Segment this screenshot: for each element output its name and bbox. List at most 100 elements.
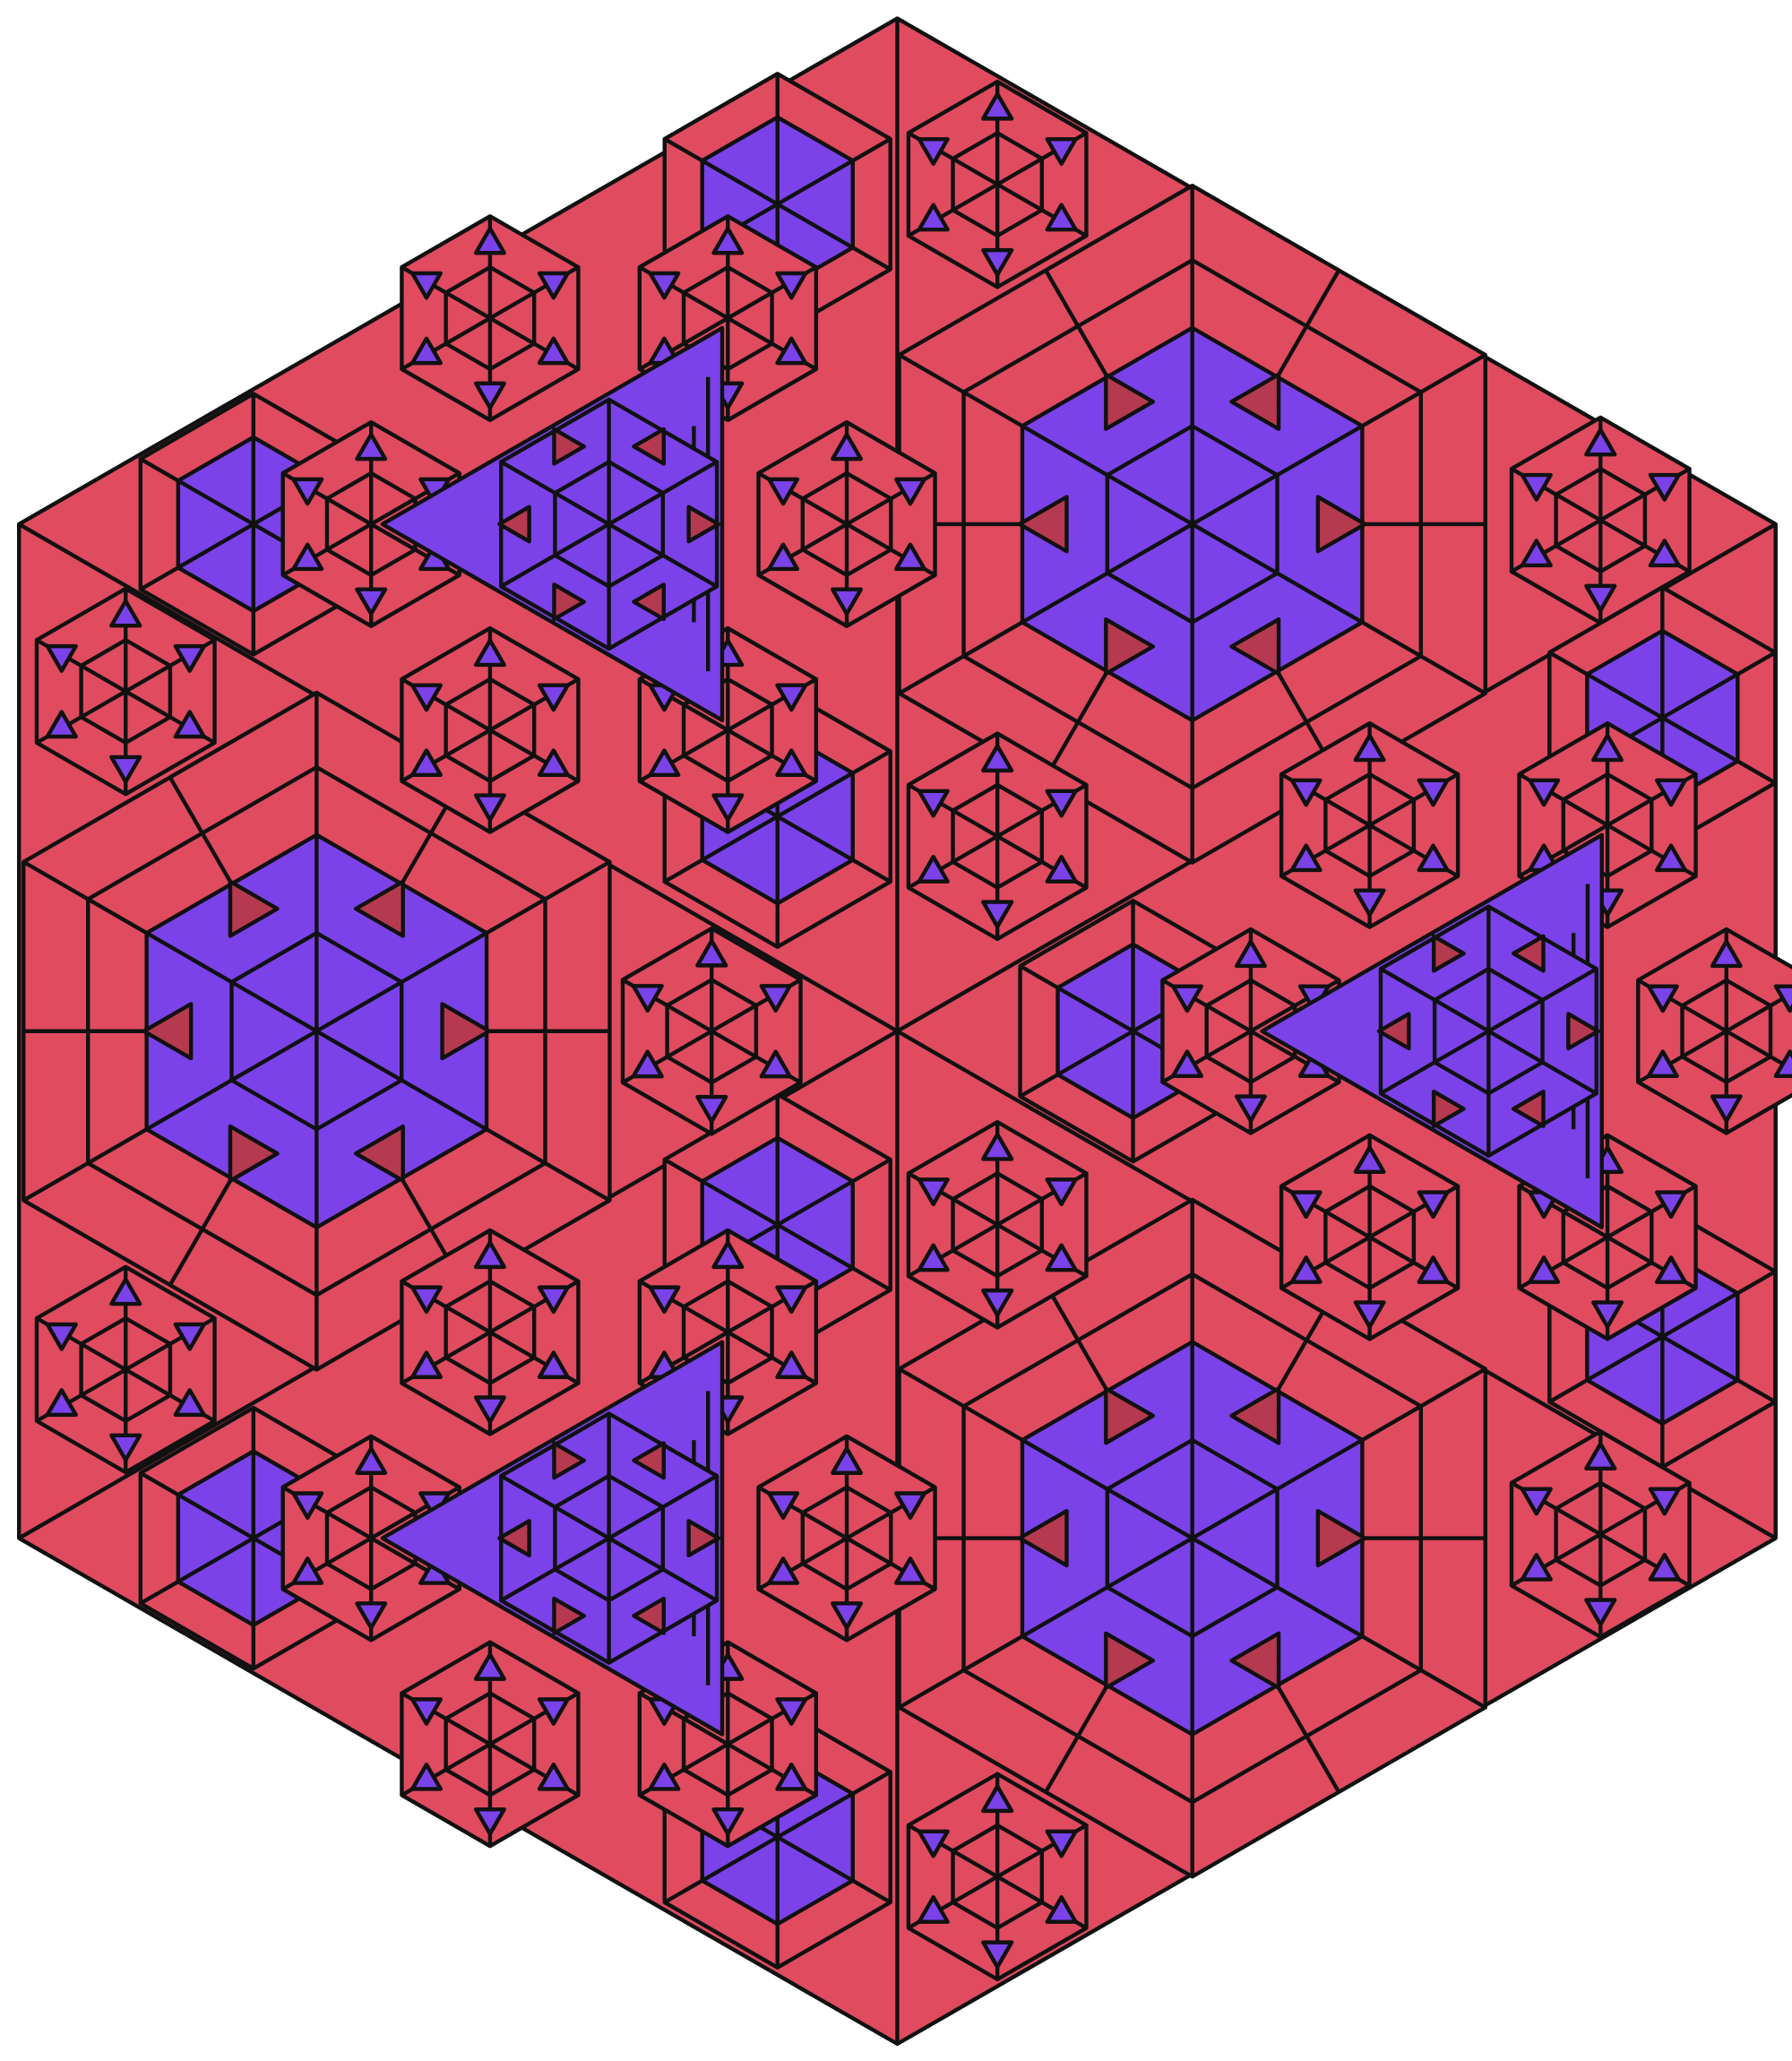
- core-triangle: [632, 582, 666, 622]
- frame-spoke: [1361, 1634, 1486, 1710]
- cluster-triangle: [831, 1446, 864, 1475]
- cluster-triangle: [981, 744, 1014, 773]
- core-inner-hex: [229, 930, 404, 1132]
- hex-frame-spoke: [663, 1878, 703, 1904]
- hex-frame-spoke: [663, 137, 703, 163]
- frame-spoke: [22, 859, 148, 936]
- cluster-triangle: [648, 1285, 681, 1315]
- cluster-triangle: [1353, 733, 1386, 763]
- cluster-triangle: [473, 638, 506, 668]
- core-triangle: [228, 879, 280, 938]
- cluster-triangle: [1773, 984, 1792, 1013]
- cluster-triangle: [767, 1491, 800, 1521]
- cluster-triangle: [1528, 778, 1561, 807]
- cluster-triangle: [537, 336, 570, 366]
- cluster-triangle: [1417, 778, 1450, 807]
- hex-frame-spoke: [1736, 651, 1777, 677]
- cluster-triangle: [1171, 984, 1203, 1013]
- cluster-triangle: [631, 1049, 664, 1079]
- cluster-triangle: [410, 1350, 443, 1379]
- frame-spoke: [1361, 620, 1486, 695]
- cluster-triangle: [775, 1762, 808, 1791]
- frame-spoke: [485, 1127, 611, 1203]
- cluster-triangle: [1584, 1442, 1617, 1470]
- hex-frame-spoke: [139, 565, 179, 591]
- cluster-triangle: [981, 900, 1014, 929]
- cluster-triangle: [291, 542, 324, 572]
- frame-spoke: [898, 620, 1024, 695]
- hex-frame-spoke: [1019, 964, 1059, 990]
- hex-frame-spoke: [663, 1158, 703, 1184]
- cluster-triangle: [173, 710, 206, 739]
- cluster-triangle: [410, 336, 443, 366]
- cluster-triangle: [1353, 888, 1386, 918]
- cluster-triangle: [695, 938, 728, 968]
- core-triangle: [1431, 934, 1466, 973]
- core-triangle: [497, 504, 531, 544]
- cluster-triangle: [893, 542, 926, 572]
- cluster-triangle: [291, 1557, 324, 1585]
- cluster-triangle: [981, 247, 1014, 277]
- core-triangle: [440, 1002, 492, 1061]
- hex-frame-spoke: [851, 246, 892, 272]
- cluster-triangle: [767, 477, 800, 506]
- cluster-triangle: [109, 755, 142, 784]
- core-inner-hex: [1105, 1437, 1279, 1639]
- cluster-triangle: [775, 1285, 808, 1315]
- cluster-triangle: [917, 854, 950, 884]
- cluster-triangle: [410, 271, 443, 300]
- frame-spoke: [898, 1634, 1024, 1710]
- core-triangle: [552, 1596, 587, 1635]
- cluster-triangle: [1045, 1243, 1078, 1272]
- cluster-triangle: [775, 748, 808, 778]
- cluster-triangle: [355, 432, 388, 461]
- hex-frame-spoke: [1548, 1378, 1589, 1404]
- cluster-triangle: [473, 1652, 506, 1681]
- core-triangle: [632, 1441, 666, 1480]
- hex-frame-spoke: [851, 1158, 892, 1184]
- frame-spoke: [1044, 1283, 1109, 1393]
- cluster-triangle: [695, 1094, 728, 1124]
- frame-spoke: [1044, 269, 1109, 378]
- cluster-triangle: [893, 1491, 926, 1521]
- core-triangle: [1315, 495, 1367, 554]
- cluster-triangle: [831, 432, 864, 461]
- cluster-triangle: [1648, 1552, 1681, 1582]
- cluster-triangle: [1528, 1255, 1561, 1284]
- frame-spoke: [1275, 269, 1341, 378]
- cluster-triangle: [1591, 733, 1624, 763]
- cluster-triangle: [981, 1940, 1014, 1970]
- cluster-triangle: [473, 1807, 506, 1836]
- cluster-triangle: [1417, 1190, 1450, 1220]
- cluster-triangle: [1289, 843, 1322, 873]
- cluster-triangle: [1591, 1300, 1624, 1329]
- core-inner-hex: [553, 1473, 666, 1603]
- core-triangle: [1566, 1012, 1600, 1051]
- cluster-triangle: [355, 1446, 388, 1475]
- core-triangle: [552, 1441, 587, 1480]
- cluster-triangle: [109, 599, 142, 628]
- core-triangle: [497, 1519, 531, 1558]
- cluster-triangle: [537, 1350, 570, 1379]
- cluster-triangle: [1520, 539, 1553, 568]
- core-triangle: [1229, 1386, 1281, 1445]
- core-triangle: [632, 427, 666, 466]
- cluster-triangle: [1655, 843, 1687, 873]
- cluster-triangle: [1045, 789, 1078, 818]
- cluster-triangle: [1289, 778, 1322, 807]
- cluster-triangle: [1646, 1049, 1679, 1078]
- hex-frame-spoke: [851, 137, 892, 163]
- cluster-triangle: [1045, 203, 1078, 232]
- cluster-triangle: [1584, 427, 1617, 457]
- cluster-triangle: [1646, 984, 1679, 1013]
- cluster-triangle: [917, 137, 950, 167]
- cluster-triangle: [775, 271, 808, 300]
- cluster-triangle: [1655, 778, 1687, 807]
- cluster-triangle: [1710, 939, 1743, 969]
- frame-spoke: [1275, 1684, 1341, 1793]
- cluster-triangle: [473, 1240, 506, 1270]
- cluster-triangle: [775, 336, 808, 366]
- cluster-triangle: [1417, 843, 1450, 873]
- cluster-triangle: [355, 1601, 388, 1630]
